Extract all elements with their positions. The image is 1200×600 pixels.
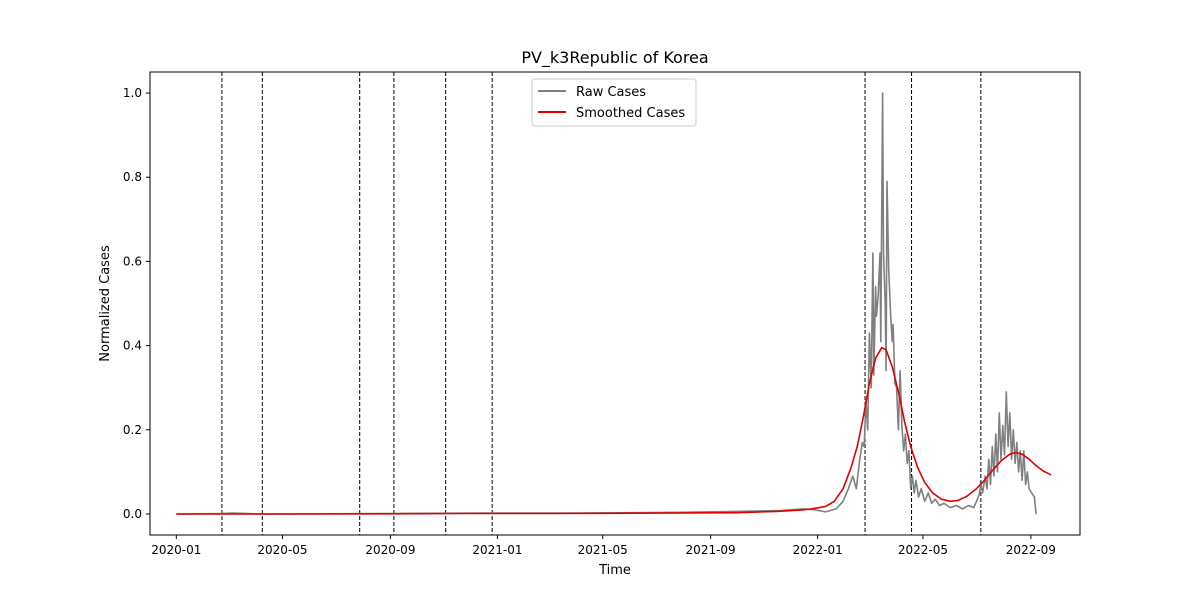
x-tick-label: 2021-01	[472, 543, 522, 557]
y-tick-label: 0.2	[123, 423, 142, 437]
x-tick-label: 2020-05	[257, 543, 307, 557]
vertical-marker-lines	[221, 72, 982, 535]
y-tick-label: 0.8	[123, 170, 142, 184]
x-tick-label: 2020-09	[365, 543, 415, 557]
x-tick-label: 2022-05	[898, 543, 948, 557]
y-tick-label: 0.0	[123, 507, 142, 521]
legend-box	[531, 78, 697, 127]
legend-label-smoothed-cases: Smoothed Cases	[576, 106, 685, 121]
y-axis-label: Normalized Cases	[98, 245, 113, 362]
y-tick-label: 1.0	[123, 86, 142, 100]
x-axis-ticks: 2020-01 2020-05 2020-09 2021-01 2021-05 2021-…	[151, 535, 1056, 557]
x-tick-label: 2022-01	[793, 543, 843, 557]
x-tick-label: 2021-09	[686, 543, 736, 557]
x-tick-label: 2021-05	[578, 543, 628, 557]
y-tick-label: 0.6	[123, 254, 142, 268]
x-tick-label: 2020-01	[151, 543, 201, 557]
legend: Raw Cases Smoothed Cases	[531, 78, 697, 127]
x-axis-label: Time	[598, 563, 631, 578]
series-line-raw-cases	[176, 92, 1037, 515]
x-tick-label: 2022-09	[1006, 543, 1056, 557]
y-axis-ticks: 0.0 0.2 0.4 0.6 0.8 1.0	[123, 86, 150, 521]
series-lines	[176, 92, 1052, 515]
y-tick-label: 0.4	[123, 339, 142, 353]
chart-title: PV_k3Republic of Korea	[521, 48, 708, 68]
plot-frame	[149, 71, 1081, 536]
series-line-smoothed-cases	[176, 346, 1052, 515]
legend-label-raw-cases: Raw Cases	[576, 85, 646, 100]
